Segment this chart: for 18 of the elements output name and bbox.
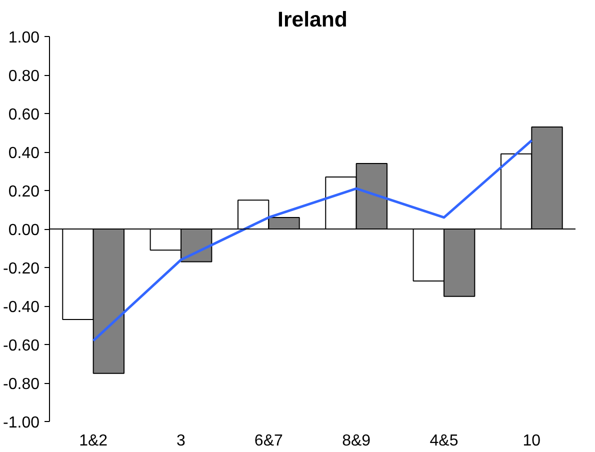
y-tick-label: -0.60 — [3, 338, 40, 354]
y-tick-label: -0.80 — [3, 376, 40, 393]
y-tick-label: 0.00 — [8, 222, 40, 239]
y-tick-label: 0.60 — [8, 106, 40, 124]
x-tick-label: 4&5 — [430, 432, 458, 450]
y-tick-label: -1.00 — [3, 414, 40, 432]
x-tick-label: 8&9 — [342, 432, 371, 450]
x-tick-label: 10 — [522, 432, 541, 450]
x-tick-label: 6&7 — [254, 432, 284, 450]
y-tick-label: -0.40 — [3, 299, 40, 316]
y-tick-label: -0.20 — [3, 260, 40, 278]
x-tick-label: 3 — [176, 432, 186, 450]
x-tick-label: 1&2 — [79, 432, 108, 450]
chart-title: Ireland — [278, 8, 348, 32]
y-tick-label: 0.80 — [8, 68, 40, 85]
y-tick-label: 1.00 — [8, 30, 40, 46]
y-tick-label: 0.20 — [8, 184, 40, 200]
y-tick-label: 0.40 — [8, 145, 40, 162]
